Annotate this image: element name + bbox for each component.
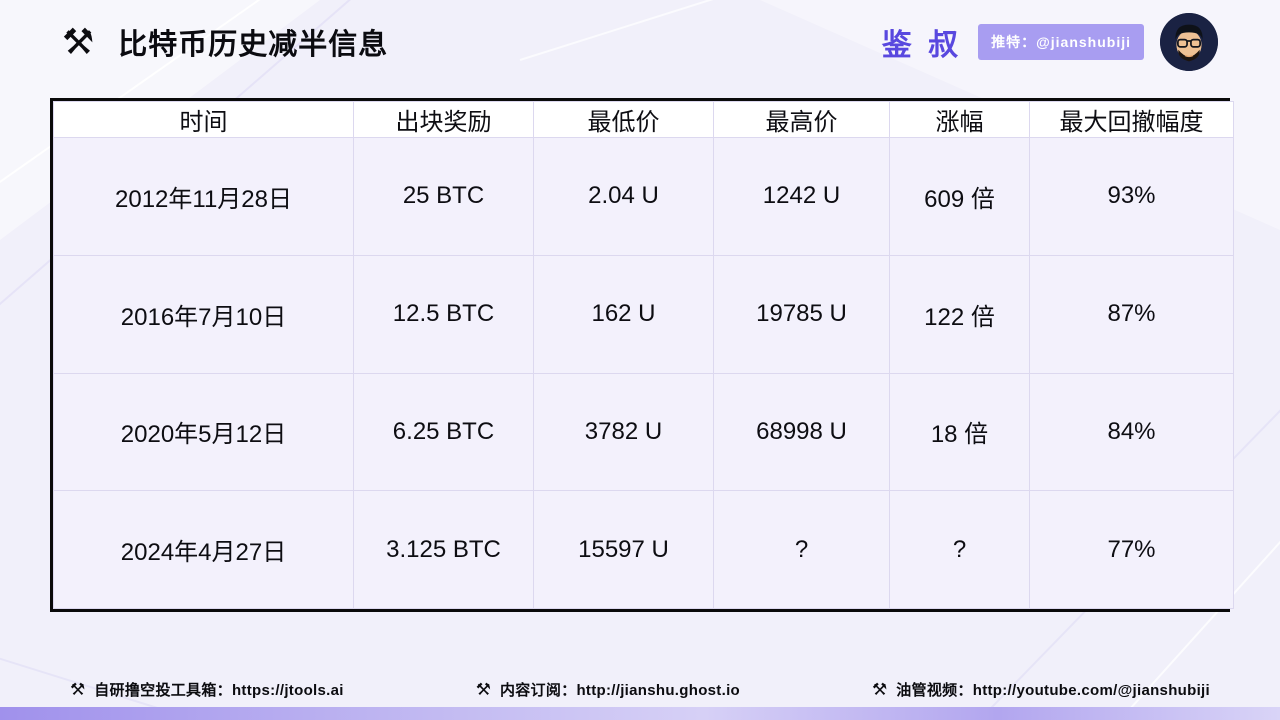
header: ⚒ 比特币历史减半信息 鉴 叔 推特：@jianshubiji — [0, 0, 1280, 84]
hammer-pick-icon: ⚒ — [871, 679, 888, 699]
footer-text: 油管视频：http://youtube.com/@jianshubiji — [896, 681, 1210, 699]
table-cell: 3782 U — [533, 372, 714, 492]
header-right: 鉴 叔 推特：@jianshubiji — [882, 13, 1218, 71]
table-cell: 2.04 U — [533, 137, 714, 256]
bottom-gradient-bar — [0, 707, 1280, 720]
footer-text: 自研撸空投工具箱：https://jtools.ai — [94, 681, 344, 699]
table-cell: ? — [889, 490, 1030, 609]
table-cell: 15597 U — [533, 490, 714, 609]
table-cell: 18 倍 — [889, 372, 1030, 492]
hammer-pick-icon: ⚒ — [70, 679, 86, 699]
footer-item-tools: ⚒ 自研撸空投工具箱：https://jtools.ai — [70, 679, 344, 700]
table-row: 2012年11月28日 25 BTC 2.04 U 1242 U 609 倍 9… — [53, 137, 1234, 256]
table-cell: 609 倍 — [889, 137, 1030, 256]
col-header-block-reward: 出块奖励 — [353, 101, 534, 138]
hammer-pick-logo-icon: ⚒ — [62, 21, 95, 62]
col-header-time: 时间 — [53, 101, 354, 138]
col-header-gain: 涨幅 — [889, 101, 1030, 138]
table-cell: 2024年4月27日 — [53, 490, 354, 609]
halving-table: 时间 出块奖励 最低价 最高价 涨幅 最大回撤幅度 2012年11月28日 25… — [50, 98, 1234, 612]
table-cell: 93% — [1029, 137, 1234, 256]
table-cell: 122 倍 — [889, 254, 1030, 374]
footer-item-subscribe: ⚒ 内容订阅：http://jianshu.ghost.io — [476, 679, 740, 700]
col-header-max-drawdown: 最大回撤幅度 — [1029, 101, 1234, 138]
table-cell: 2012年11月28日 — [53, 137, 354, 256]
footer-item-youtube: ⚒ 油管视频：http://youtube.com/@jianshubiji — [872, 679, 1210, 700]
table-cell: 68998 U — [713, 372, 890, 492]
table-header-row: 时间 出块奖励 最低价 最高价 涨幅 最大回撤幅度 — [53, 101, 1234, 138]
table-cell: 12.5 BTC — [353, 254, 534, 374]
hammer-pick-icon: ⚒ — [475, 679, 491, 699]
avatar-illustration — [1160, 13, 1218, 71]
table-cell: 162 U — [533, 254, 714, 374]
table-row: 2020年5月12日 6.25 BTC 3782 U 68998 U 18 倍 … — [53, 372, 1234, 492]
table-cell: 3.125 BTC — [353, 490, 534, 609]
col-header-highest-price: 最高价 — [713, 101, 890, 138]
footer-text: 内容订阅：http://jianshu.ghost.io — [499, 681, 740, 699]
table-cell: 77% — [1029, 490, 1234, 609]
page-title: 比特币历史减半信息 — [118, 29, 389, 61]
table-cell: 19785 U — [713, 254, 890, 374]
table-cell: ? — [713, 490, 890, 609]
table-row: 2024年4月27日 3.125 BTC 15597 U ? ? 77% — [53, 490, 1234, 609]
brand-name: 鉴 叔 — [881, 29, 963, 62]
avatar — [1160, 13, 1218, 71]
table-cell: 25 BTC — [353, 137, 534, 256]
table-cell: 87% — [1029, 254, 1234, 374]
table-cell: 2020年5月12日 — [53, 372, 354, 492]
table-cell: 84% — [1029, 372, 1234, 492]
footer: ⚒ 自研撸空投工具箱：https://jtools.ai ⚒ 内容订阅：http… — [0, 674, 1280, 704]
table-cell: 1242 U — [713, 137, 890, 256]
twitter-badge: 推特：@jianshubiji — [978, 24, 1144, 60]
col-header-lowest-price: 最低价 — [533, 101, 714, 138]
table-cell: 6.25 BTC — [353, 372, 534, 492]
table-cell: 2016年7月10日 — [53, 254, 354, 374]
table-row: 2016年7月10日 12.5 BTC 162 U 19785 U 122 倍 … — [53, 254, 1234, 374]
